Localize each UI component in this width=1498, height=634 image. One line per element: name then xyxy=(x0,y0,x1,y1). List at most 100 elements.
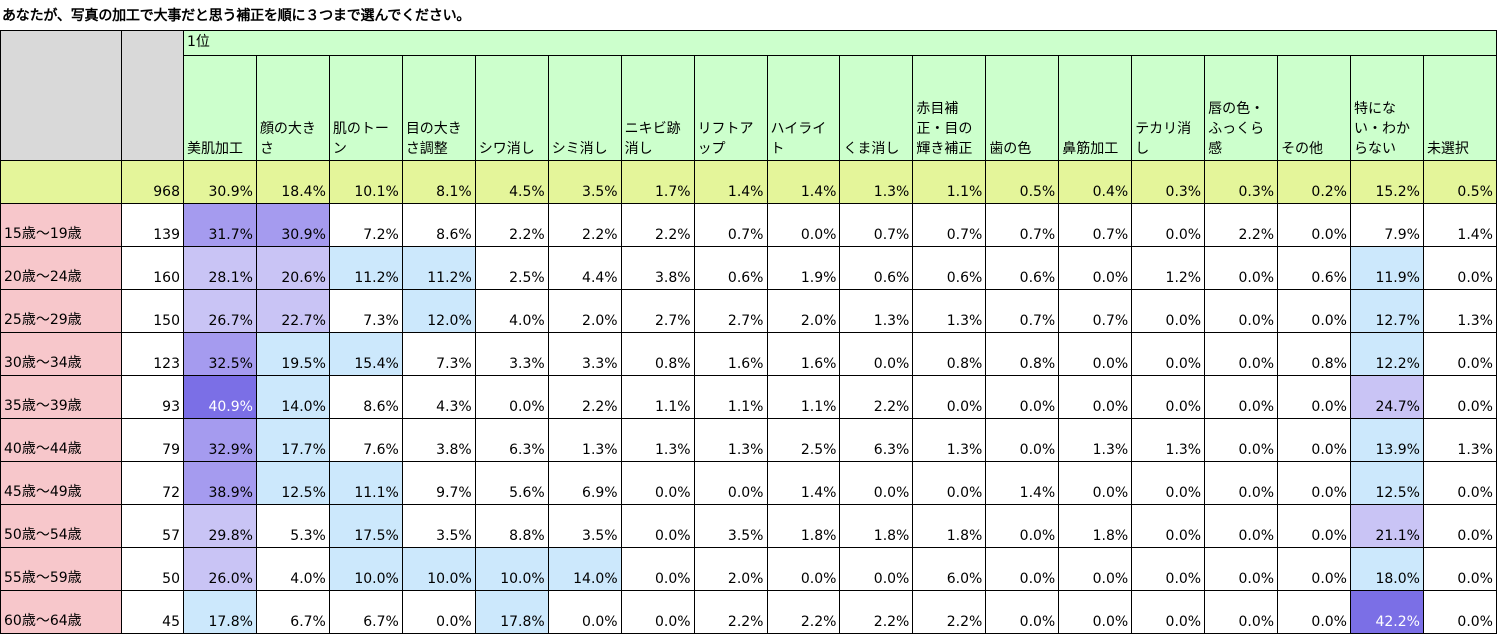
table-cell: 2.0% xyxy=(547,289,622,333)
total-value: 1.7% xyxy=(620,160,695,204)
table-row: 55歳～59歳 50 26.0% 4.0% 10.0% 10.0% 10.0% 14.0% 0.… xyxy=(0,547,1497,591)
table-cell: 0.7% xyxy=(1058,289,1133,333)
table-cell: 13.9% xyxy=(1350,418,1424,462)
table-cell: 26.0% xyxy=(183,547,257,591)
table-cell: 1.6% xyxy=(693,332,768,376)
table-cell: 0.0% xyxy=(547,590,622,634)
table-cell: 0.0% xyxy=(1422,332,1497,376)
table-cell: 7.3% xyxy=(401,332,476,376)
table-cell: 0.0% xyxy=(1277,547,1351,591)
column-header: 目の大きさ調整 xyxy=(401,55,476,161)
table-row: 30歳～34歳 123 32.5% 19.5% 15.4% 7.3% 3.3% 3.3% 0.8… xyxy=(0,332,1497,376)
header-corner-label xyxy=(0,30,122,161)
table-cell: 38.9% xyxy=(183,461,257,505)
table-cell: 1.3% xyxy=(839,289,914,333)
table-cell: 5.6% xyxy=(474,461,549,505)
table-cell: 1.9% xyxy=(766,246,841,290)
table-cell: 1.4% xyxy=(766,461,841,505)
table-cell: 22.7% xyxy=(255,289,330,333)
table-cell: 10.0% xyxy=(328,547,403,591)
table-cell: 0.0% xyxy=(839,547,914,591)
age-group-label: 15歳～19歳 xyxy=(0,203,122,247)
table-cell: 0.7% xyxy=(985,289,1060,333)
table-cell: 1.3% xyxy=(1058,418,1133,462)
table-cell: 29.8% xyxy=(183,504,257,548)
table-cell: 0.0% xyxy=(1204,332,1279,376)
table-cell: 3.5% xyxy=(401,504,476,548)
table-title: あなたが、写真の加工で大事だと思う補正を順に３つまで選んでください。 xyxy=(2,8,471,24)
table-cell: 0.0% xyxy=(1131,332,1206,376)
table-cell: 0.6% xyxy=(1277,246,1351,290)
table-cell: 1.8% xyxy=(912,504,987,548)
table-cell: 0.0% xyxy=(1422,461,1497,505)
table-cell: 4.4% xyxy=(547,246,622,290)
respondent-count: 139 xyxy=(121,203,184,247)
table-cell: 0.0% xyxy=(620,504,695,548)
table-cell: 12.0% xyxy=(401,289,476,333)
table-cell: 12.7% xyxy=(1350,289,1424,333)
table-cell: 17.8% xyxy=(183,590,257,634)
table-cell: 0.7% xyxy=(912,203,987,247)
total-value: 30.9% xyxy=(183,160,257,204)
table-cell: 0.0% xyxy=(839,332,914,376)
table-cell: 2.0% xyxy=(693,547,768,591)
respondent-count: 57 xyxy=(121,504,184,548)
table-cell: 3.5% xyxy=(693,504,768,548)
table-cell: 0.0% xyxy=(1204,375,1279,419)
table-cell: 1.3% xyxy=(547,418,622,462)
table-row: 60歳～64歳 45 17.8% 6.7% 6.7% 0.0% 17.8% 0.0% 0.0% 2… xyxy=(0,590,1497,634)
table-cell: 0.0% xyxy=(1277,504,1351,548)
table-cell: 32.5% xyxy=(183,332,257,376)
table-cell: 0.0% xyxy=(839,461,914,505)
table-cell: 4.0% xyxy=(474,289,549,333)
table-cell: 1.1% xyxy=(766,375,841,419)
table-cell: 0.6% xyxy=(839,246,914,290)
table-cell: 2.2% xyxy=(766,590,841,634)
respondent-count: 160 xyxy=(121,246,184,290)
table-cell: 0.0% xyxy=(1204,547,1279,591)
table-cell: 0.0% xyxy=(1277,289,1351,333)
table-cell: 3.8% xyxy=(401,418,476,462)
table-cell: 2.5% xyxy=(766,418,841,462)
table-cell: 0.0% xyxy=(1422,504,1497,548)
table-cell: 0.8% xyxy=(985,332,1060,376)
table-cell: 2.2% xyxy=(1204,203,1279,247)
rank-header: 1位 xyxy=(183,30,1497,56)
table-cell: 1.4% xyxy=(985,461,1060,505)
table-cell: 2.2% xyxy=(693,590,768,634)
table-row: 20歳～24歳 160 28.1% 20.6% 11.2% 11.2% 2.5% 4.4% 3.… xyxy=(0,246,1497,290)
table-cell: 0.7% xyxy=(1058,203,1133,247)
table-cell: 0.0% xyxy=(766,547,841,591)
table-cell: 7.3% xyxy=(328,289,403,333)
table-cell: 18.0% xyxy=(1350,547,1424,591)
table-cell: 0.0% xyxy=(1204,289,1279,333)
column-header: 唇の色・ふっくら感 xyxy=(1204,55,1279,161)
table-cell: 0.0% xyxy=(1204,590,1279,634)
table-cell: 2.7% xyxy=(693,289,768,333)
table-cell: 0.0% xyxy=(1131,590,1206,634)
respondent-count: 79 xyxy=(121,418,184,462)
table-cell: 0.0% xyxy=(1058,590,1133,634)
table-cell: 1.8% xyxy=(1058,504,1133,548)
table-cell: 11.9% xyxy=(1350,246,1424,290)
table-cell: 0.0% xyxy=(985,375,1060,419)
table-cell: 0.0% xyxy=(620,590,695,634)
table-cell: 0.0% xyxy=(1204,246,1279,290)
table-cell: 2.7% xyxy=(620,289,695,333)
column-header: くま消し xyxy=(839,55,914,161)
column-header: 美肌加工 xyxy=(183,55,257,161)
table-cell: 2.2% xyxy=(912,590,987,634)
table-cell: 1.1% xyxy=(693,375,768,419)
age-group-label: 50歳～54歳 xyxy=(0,504,122,548)
table-cell: 0.6% xyxy=(912,246,987,290)
table-cell: 2.5% xyxy=(474,246,549,290)
table-cell: 14.0% xyxy=(255,375,330,419)
age-group-label: 30歳～34歳 xyxy=(0,332,122,376)
table-cell: 0.0% xyxy=(401,590,476,634)
total-value: 0.4% xyxy=(1058,160,1133,204)
table-cell: 1.6% xyxy=(766,332,841,376)
table-cell: 0.0% xyxy=(985,418,1060,462)
table-cell: 0.0% xyxy=(1058,246,1133,290)
table-cell: 30.9% xyxy=(255,203,330,247)
table-cell: 1.1% xyxy=(620,375,695,419)
